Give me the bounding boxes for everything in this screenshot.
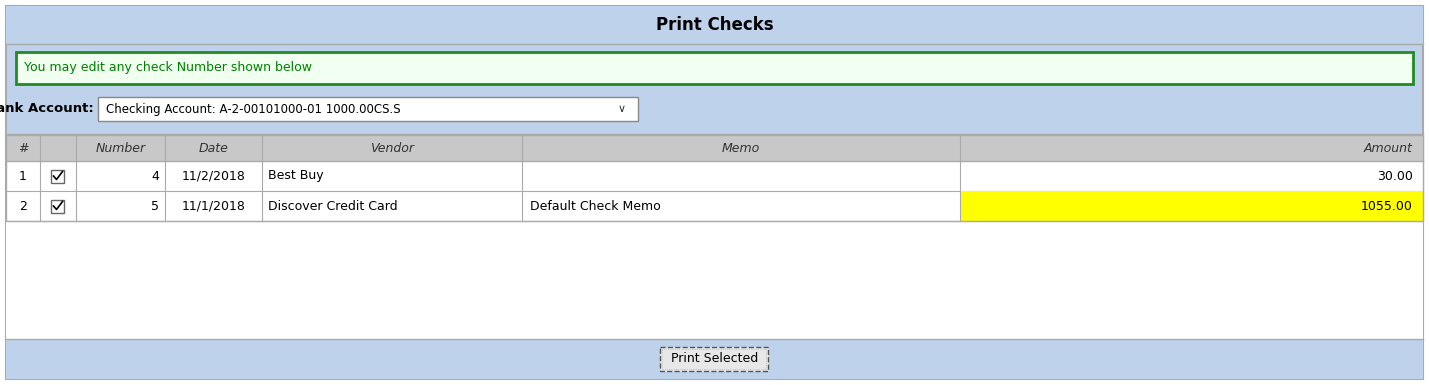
Bar (6, 134, 1423, 341)
Bar (6, 161, 1423, 191)
Bar (6, 135, 1423, 161)
Bar (660, 347, 769, 371)
Bar (51, 169, 64, 182)
Text: 5: 5 (151, 199, 159, 213)
Text: 2: 2 (19, 199, 27, 213)
Text: 11/2/2018: 11/2/2018 (181, 169, 246, 182)
Bar (16, 52, 1413, 84)
Text: Bank Account:: Bank Account: (0, 102, 94, 116)
Text: 30.00: 30.00 (1378, 169, 1413, 182)
Text: Date: Date (199, 142, 229, 154)
Text: ∨: ∨ (617, 104, 626, 114)
Bar (960, 191, 1423, 221)
Text: #: # (17, 142, 29, 154)
Bar (99, 97, 637, 121)
Text: Memo: Memo (722, 142, 760, 154)
Text: Number: Number (96, 142, 146, 154)
Text: Checking Account: A-2-00101000-01 1000.00CS.S: Checking Account: A-2-00101000-01 1000.0… (106, 102, 400, 116)
Bar (6, 135, 1423, 221)
Text: Default Check Memo: Default Check Memo (530, 199, 660, 213)
Bar (6, 339, 1423, 379)
Text: Amount: Amount (1365, 142, 1413, 154)
Text: 11/1/2018: 11/1/2018 (181, 199, 246, 213)
Text: You may edit any check Number shown below: You may edit any check Number shown belo… (24, 62, 312, 75)
Text: 4: 4 (151, 169, 159, 182)
Text: 1: 1 (19, 169, 27, 182)
Bar (51, 199, 64, 213)
Text: Discover Credit Card: Discover Credit Card (269, 199, 397, 213)
Text: Best Buy: Best Buy (269, 169, 323, 182)
Text: 1055.00: 1055.00 (1362, 199, 1413, 213)
Bar (6, 191, 1423, 221)
Text: Print Checks: Print Checks (656, 16, 773, 34)
Bar (663, 349, 766, 369)
Text: Print Selected: Print Selected (670, 353, 759, 365)
Text: Vendor: Vendor (370, 142, 414, 154)
Bar (6, 6, 1423, 44)
